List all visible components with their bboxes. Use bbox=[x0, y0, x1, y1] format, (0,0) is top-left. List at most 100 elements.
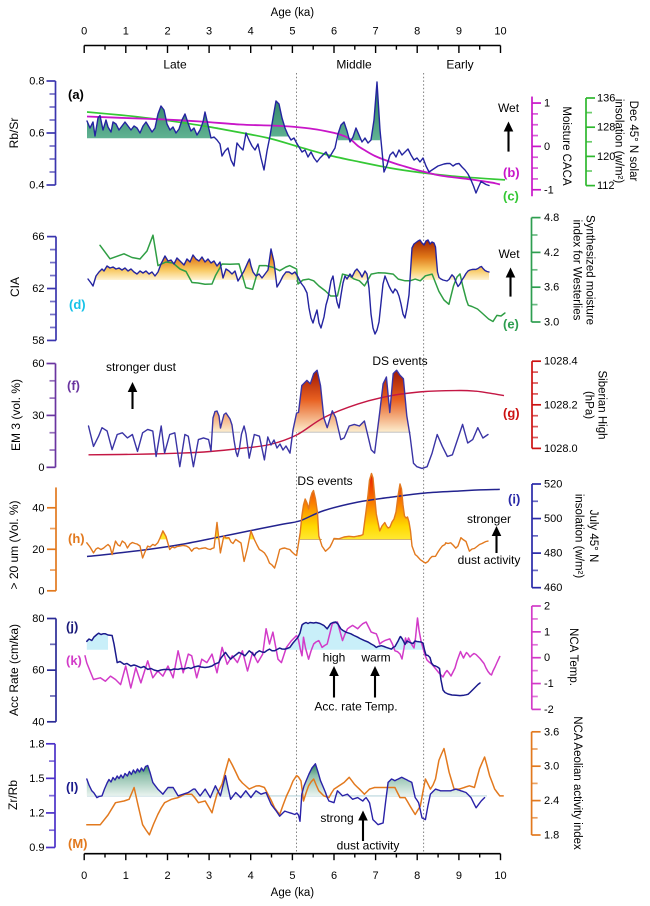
svg-text:0: 0 bbox=[544, 141, 550, 153]
svg-text:0.6: 0.6 bbox=[29, 128, 44, 140]
svg-text:Middle: Middle bbox=[336, 58, 372, 72]
svg-text:9: 9 bbox=[456, 26, 462, 38]
svg-text:5: 5 bbox=[289, 870, 295, 882]
svg-text:3.0: 3.0 bbox=[544, 761, 559, 773]
svg-text:Late: Late bbox=[163, 58, 187, 72]
svg-text:> 20 um (Vol. %): > 20 um (Vol. %) bbox=[7, 500, 21, 589]
svg-text:-2: -2 bbox=[544, 704, 554, 716]
svg-text:1: 1 bbox=[123, 26, 129, 38]
svg-text:112: 112 bbox=[597, 180, 615, 192]
svg-text:80: 80 bbox=[32, 613, 44, 625]
svg-text:0: 0 bbox=[544, 652, 550, 664]
svg-text:20: 20 bbox=[32, 544, 44, 556]
svg-text:136: 136 bbox=[597, 93, 615, 105]
svg-text:4.2: 4.2 bbox=[544, 247, 559, 259]
svg-text:0: 0 bbox=[81, 870, 87, 882]
svg-text:Wet: Wet bbox=[498, 247, 520, 261]
svg-text:NCA Temp.: NCA Temp. bbox=[567, 628, 579, 686]
svg-text:Synthesized moisture: Synthesized moisture bbox=[584, 215, 596, 325]
svg-text:1: 1 bbox=[544, 98, 550, 110]
svg-text:index for Westerlies: index for Westerlies bbox=[571, 220, 583, 321]
svg-text:DS events: DS events bbox=[297, 474, 352, 488]
svg-text:1: 1 bbox=[544, 626, 550, 638]
svg-text:1028.4: 1028.4 bbox=[544, 356, 578, 368]
svg-text:insolation (w/m²): insolation (w/m²) bbox=[573, 494, 585, 579]
svg-text:2: 2 bbox=[164, 26, 170, 38]
svg-text:Age (ka): Age (ka) bbox=[271, 7, 315, 19]
svg-text:Moisture CACA: Moisture CACA bbox=[560, 106, 572, 186]
svg-text:July 45° N: July 45° N bbox=[587, 510, 599, 563]
svg-text:(d): (d) bbox=[69, 297, 86, 312]
svg-text:4: 4 bbox=[248, 870, 254, 882]
svg-text:Zr/Rb: Zr/Rb bbox=[6, 780, 20, 810]
svg-text:insolation (w/m²): insolation (w/m²) bbox=[613, 99, 625, 184]
svg-text:3: 3 bbox=[206, 870, 212, 882]
svg-text:7: 7 bbox=[373, 870, 379, 882]
svg-text:0.4: 0.4 bbox=[29, 180, 44, 192]
svg-text:Rb/Sr: Rb/Sr bbox=[7, 118, 21, 149]
svg-text:4.8: 4.8 bbox=[544, 212, 559, 224]
svg-text:dust activity: dust activity bbox=[458, 553, 521, 567]
svg-text:(a): (a) bbox=[68, 87, 84, 102]
svg-text:1028.2: 1028.2 bbox=[544, 399, 578, 411]
svg-text:warm: warm bbox=[360, 651, 390, 665]
svg-text:3.6: 3.6 bbox=[544, 282, 559, 294]
svg-text:(g): (g) bbox=[503, 406, 520, 421]
svg-text:1028.0: 1028.0 bbox=[544, 443, 578, 455]
svg-text:0: 0 bbox=[38, 585, 44, 597]
svg-text:10: 10 bbox=[494, 26, 506, 38]
svg-text:10: 10 bbox=[494, 870, 506, 882]
svg-text:6: 6 bbox=[331, 26, 337, 38]
svg-text:2: 2 bbox=[544, 601, 550, 613]
svg-text:dust activity: dust activity bbox=[337, 839, 400, 853]
svg-text:(e): (e) bbox=[503, 317, 519, 332]
svg-text:40: 40 bbox=[32, 716, 44, 728]
svg-text:-1: -1 bbox=[544, 184, 554, 196]
svg-text:3.6: 3.6 bbox=[544, 726, 559, 738]
svg-text:1.8: 1.8 bbox=[544, 829, 559, 841]
svg-text:0: 0 bbox=[38, 462, 44, 474]
svg-text:0: 0 bbox=[81, 26, 87, 38]
svg-text:480: 480 bbox=[544, 548, 562, 560]
svg-text:30: 30 bbox=[32, 410, 44, 422]
svg-text:66: 66 bbox=[32, 231, 44, 243]
svg-text:62: 62 bbox=[32, 283, 44, 295]
svg-text:1.5: 1.5 bbox=[29, 773, 44, 785]
svg-text:58: 58 bbox=[32, 335, 44, 347]
svg-text:128: 128 bbox=[597, 122, 615, 134]
svg-text:(c): (c) bbox=[503, 189, 519, 204]
svg-text:2: 2 bbox=[164, 870, 170, 882]
svg-text:stronger dust: stronger dust bbox=[106, 360, 177, 374]
svg-text:2.4: 2.4 bbox=[544, 795, 559, 807]
svg-text:(hPa): (hPa) bbox=[583, 391, 595, 419]
svg-text:stronger: stronger bbox=[467, 512, 511, 526]
svg-text:(f): (f) bbox=[67, 378, 80, 393]
svg-text:strong: strong bbox=[320, 811, 353, 825]
svg-text:Dec 45° N solar: Dec 45° N solar bbox=[627, 101, 639, 182]
svg-text:500: 500 bbox=[544, 513, 562, 525]
svg-text:Acc Rate (cm/ka): Acc Rate (cm/ka) bbox=[7, 624, 21, 716]
svg-text:DS events: DS events bbox=[372, 354, 427, 368]
svg-text:8: 8 bbox=[414, 26, 420, 38]
svg-text:0.9: 0.9 bbox=[29, 842, 44, 854]
svg-text:3: 3 bbox=[206, 26, 212, 38]
svg-text:9: 9 bbox=[456, 870, 462, 882]
svg-text:5: 5 bbox=[289, 26, 295, 38]
svg-text:60: 60 bbox=[32, 665, 44, 677]
svg-text:-1: -1 bbox=[544, 678, 554, 690]
svg-text:(M): (M) bbox=[68, 836, 88, 851]
svg-text:(i): (i) bbox=[508, 492, 520, 507]
svg-text:6: 6 bbox=[331, 870, 337, 882]
svg-text:0.8: 0.8 bbox=[29, 76, 44, 88]
svg-text:4: 4 bbox=[248, 26, 254, 38]
svg-text:520: 520 bbox=[544, 479, 562, 491]
svg-text:Early: Early bbox=[446, 58, 473, 72]
svg-text:Wet: Wet bbox=[498, 101, 520, 115]
svg-text:1.8: 1.8 bbox=[29, 738, 44, 750]
svg-text:1.2: 1.2 bbox=[29, 807, 44, 819]
svg-text:60: 60 bbox=[32, 358, 44, 370]
svg-text:(k): (k) bbox=[66, 653, 82, 668]
svg-text:(l): (l) bbox=[66, 780, 78, 795]
svg-text:7: 7 bbox=[373, 26, 379, 38]
svg-text:8: 8 bbox=[414, 870, 420, 882]
